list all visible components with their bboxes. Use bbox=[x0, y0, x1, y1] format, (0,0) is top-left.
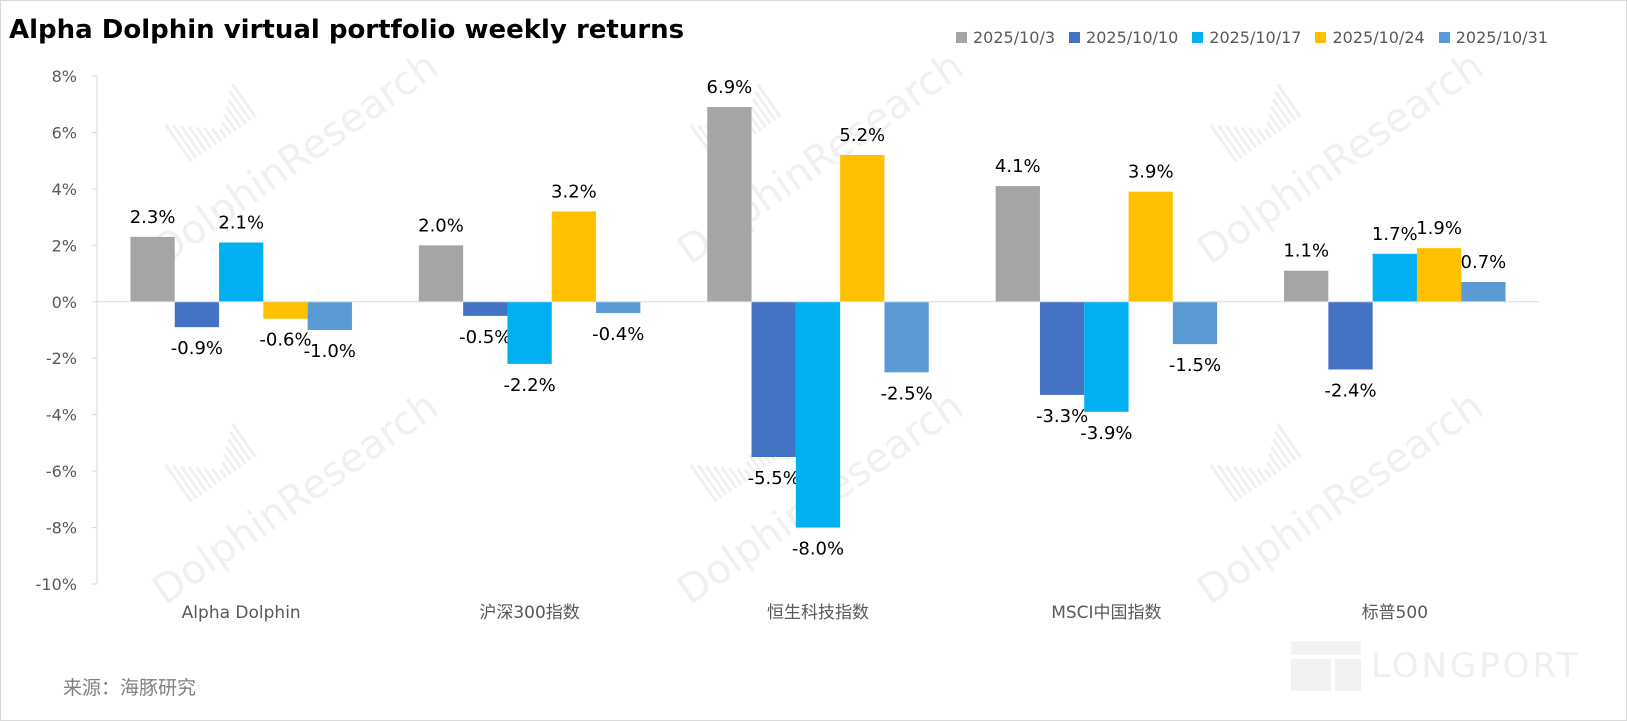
legend-swatch bbox=[1069, 32, 1081, 43]
bar bbox=[1416, 248, 1462, 302]
data-label: -5.5% bbox=[748, 468, 800, 489]
brand-watermark: LONGPORT bbox=[1291, 641, 1580, 691]
data-label: 2.0% bbox=[418, 215, 464, 236]
data-label: 3.2% bbox=[551, 181, 597, 202]
legend-item: 2025/10/31 bbox=[1438, 28, 1548, 47]
bar bbox=[1461, 282, 1506, 302]
bar bbox=[795, 301, 841, 528]
bar bbox=[1328, 301, 1373, 370]
legend-swatch bbox=[1315, 32, 1327, 43]
data-label: -0.5% bbox=[459, 327, 511, 348]
bar bbox=[507, 301, 552, 364]
bar bbox=[307, 301, 352, 330]
y-tick-label: -10% bbox=[36, 575, 77, 594]
bar bbox=[174, 301, 220, 328]
data-label: -2.4% bbox=[1324, 381, 1376, 402]
bar bbox=[130, 236, 175, 302]
bar bbox=[463, 301, 508, 316]
data-label: 1.7% bbox=[1372, 224, 1418, 245]
bar bbox=[995, 186, 1040, 302]
bar bbox=[1172, 301, 1218, 345]
bar bbox=[1039, 301, 1085, 395]
brand-name: LONGPORT bbox=[1371, 646, 1581, 686]
data-label: -8.0% bbox=[792, 539, 844, 560]
watermark: DolphinResearch bbox=[144, 43, 447, 274]
legend-label: 2025/10/10 bbox=[1086, 28, 1179, 47]
y-tick-label: -2% bbox=[46, 349, 77, 368]
watermark: DolphinResearch bbox=[144, 383, 447, 614]
y-tick-label: -6% bbox=[46, 462, 77, 481]
bar bbox=[1128, 191, 1173, 302]
x-category-label: MSCI中国指数 bbox=[1051, 603, 1161, 623]
data-label: 4.1% bbox=[995, 156, 1041, 177]
data-label: -0.4% bbox=[592, 324, 644, 345]
data-label: -2.5% bbox=[880, 383, 932, 404]
x-category-label: Alpha Dolphin bbox=[182, 603, 301, 623]
bar bbox=[596, 301, 641, 314]
bar bbox=[551, 211, 597, 302]
legend-swatch bbox=[1438, 32, 1450, 43]
y-tick-label: 0% bbox=[52, 293, 77, 312]
legend-label: 2025/10/3 bbox=[973, 28, 1056, 47]
bar bbox=[1284, 270, 1329, 302]
y-tick-label: -8% bbox=[46, 519, 77, 538]
watermark: DolphinResearch bbox=[669, 43, 972, 274]
data-label: 1.9% bbox=[1416, 218, 1462, 239]
x-category-label: 标普500 bbox=[1362, 603, 1428, 623]
legend-item: 2025/10/17 bbox=[1192, 28, 1301, 47]
x-category-label: 恒生科技指数 bbox=[767, 603, 869, 623]
legend-item: 2025/10/3 bbox=[956, 28, 1055, 47]
data-label: 2.3% bbox=[130, 207, 176, 228]
data-label: 3.9% bbox=[1128, 162, 1174, 183]
legend-label: 2025/10/24 bbox=[1332, 28, 1425, 47]
y-tick-label: 8% bbox=[52, 67, 77, 86]
data-label: 2.1% bbox=[218, 213, 264, 234]
y-tick-label: -4% bbox=[46, 406, 77, 425]
legend-swatch bbox=[1192, 32, 1204, 43]
bar bbox=[418, 245, 464, 302]
legend-label: 2025/10/31 bbox=[1455, 28, 1548, 47]
data-label: 1.1% bbox=[1283, 241, 1329, 262]
data-label: -0.9% bbox=[171, 338, 223, 359]
brand-logo-icon bbox=[1291, 641, 1361, 691]
chart-title: Alpha Dolphin virtual portfolio weekly r… bbox=[9, 15, 685, 45]
data-label: -3.3% bbox=[1036, 406, 1088, 427]
legend: 2025/10/3 2025/10/10 2025/10/17 2025/10/24 2… bbox=[956, 28, 1548, 47]
bar bbox=[263, 301, 308, 319]
legend-item: 2025/10/10 bbox=[1069, 28, 1178, 47]
data-label: -0.6% bbox=[259, 330, 311, 351]
bar bbox=[1372, 253, 1417, 302]
source-note: 来源：海豚研究 bbox=[63, 677, 197, 699]
legend-item: 2025/10/24 bbox=[1315, 28, 1425, 47]
bar bbox=[219, 242, 264, 302]
bar bbox=[707, 107, 752, 302]
bar bbox=[751, 301, 796, 457]
data-label: 0.7% bbox=[1461, 252, 1507, 273]
y-tick-label: 6% bbox=[52, 123, 77, 142]
x-category-label: 沪深300指数 bbox=[479, 603, 579, 623]
data-label: 6.9% bbox=[707, 77, 753, 98]
data-label: 5.2% bbox=[839, 125, 885, 146]
data-label: -2.2% bbox=[503, 375, 555, 396]
y-tick-label: 2% bbox=[52, 236, 77, 255]
bar bbox=[1084, 301, 1129, 412]
data-label: -1.0% bbox=[304, 341, 356, 362]
data-label: -1.5% bbox=[1169, 355, 1221, 376]
legend-label: 2025/10/17 bbox=[1209, 28, 1302, 47]
bar bbox=[884, 301, 929, 373]
bar bbox=[840, 155, 885, 302]
data-label: -3.9% bbox=[1080, 423, 1132, 444]
y-tick-label: 4% bbox=[52, 180, 77, 199]
legend-swatch bbox=[956, 32, 967, 43]
